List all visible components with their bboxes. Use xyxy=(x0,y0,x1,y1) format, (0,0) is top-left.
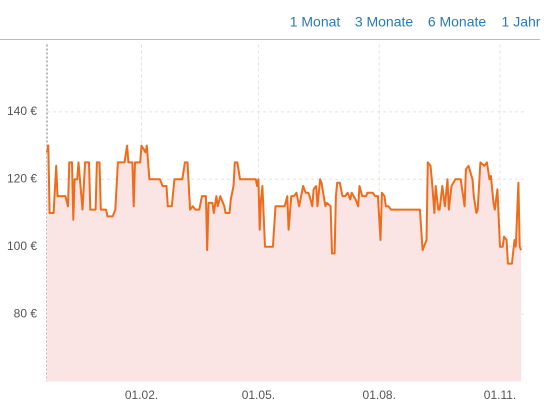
x-tick-label: 01.05. xyxy=(242,388,275,402)
range-link[interactable]: 6 Monate xyxy=(428,14,487,30)
x-tick-label: 01.02. xyxy=(125,388,158,402)
y-tick-label: 120 € xyxy=(7,171,37,185)
x-tick-label: 01.11. xyxy=(484,388,516,402)
price-area xyxy=(47,145,522,382)
range-link[interactable]: 3 Monate xyxy=(355,14,414,30)
range-link[interactable]: 1 Jahr xyxy=(502,14,541,30)
y-tick-label: 100 € xyxy=(7,239,37,253)
range-link[interactable]: 1 Monat xyxy=(290,14,341,30)
y-tick-label: 80 € xyxy=(14,306,38,320)
x-tick-label: 01.08. xyxy=(363,388,396,402)
price-line xyxy=(46,144,523,265)
y-tick-label: 140 € xyxy=(7,104,37,118)
